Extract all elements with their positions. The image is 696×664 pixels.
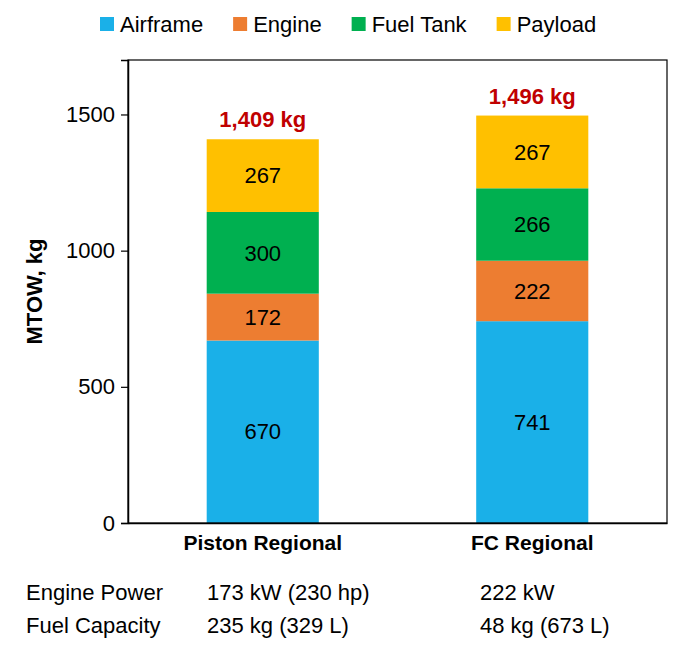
bar-segment [207,139,319,212]
total-label: 1,496 kg [489,84,576,109]
legend: Airframe Engine Fuel Tank Payload [100,12,596,37]
x-axis-line [129,523,668,525]
y-tick: 1000 [66,238,128,263]
y-axis-line [121,61,129,524]
bar-segment [476,321,588,523]
y-tick-mark [121,387,128,388]
y-tick-mark [121,114,128,115]
bar-segment [207,294,319,341]
plot-frame [128,60,667,523]
legend-item: Payload [497,12,597,37]
annotation-value: 48 kg (673 L) [480,613,610,638]
annotation-label: Fuel Capacity [26,613,161,638]
legend-label: Payload [517,12,597,37]
y-axis: 0 500 1000 1500 [66,61,128,536]
data-label: 267 [244,163,281,188]
data-label: 267 [514,140,551,165]
data-labels: 670 741 172 222 300 266 267 267 [244,140,550,445]
annotation-value: 235 kg (329 L) [207,613,349,638]
data-label: 741 [514,410,551,435]
annotation-label: Engine Power [26,580,163,605]
x-tick-label: Piston Regional [183,531,342,554]
y-tick-label: 1500 [66,102,115,127]
data-label: 222 [514,279,551,304]
legend-swatch [497,17,511,31]
bar-segment [476,188,588,260]
legend-item: Airframe [100,12,203,37]
x-tick-label: FC Regional [471,531,594,554]
bar-segment [476,261,588,321]
y-tick: 0 [103,511,128,536]
legend-label: Engine [253,12,322,37]
y-axis-title: MTOW, kg [22,239,47,345]
plot: 670 741 172 222 300 266 267 267 1,409 kg 1,496 kg… [66,60,667,554]
data-label: 172 [244,305,281,330]
y-tick-label: 1000 [66,238,115,263]
bars [207,116,589,523]
x-tick: FC Regional [471,531,594,554]
totals: 1,409 kg 1,496 kg [219,84,575,133]
legend-swatch [233,17,247,31]
legend-item: Fuel Tank [352,12,468,37]
annotations: Engine Power 173 kW (230 hp) 222 kW Fuel Ca… [26,580,610,638]
annotation-value: 222 kW [480,580,555,605]
bar-segment [207,212,319,294]
bar-segment [476,116,588,189]
y-tick: 1500 [66,102,128,127]
y-tick-mark [121,523,128,524]
legend-swatch [100,17,114,31]
data-label: 266 [514,212,551,237]
annotation-value: 173 kW (230 hp) [207,580,370,605]
y-tick-mark [121,251,128,252]
y-tick: 500 [78,374,128,399]
data-label: 670 [244,419,281,444]
legend-label: Airframe [120,12,203,37]
data-label: 300 [244,241,281,266]
total-label: 1,409 kg [219,107,306,132]
y-tick-label: 0 [103,511,115,536]
chart: 670 741 172 222 300 266 267 267 1,409 kg 1,496 kg… [0,0,696,664]
x-tick: Piston Regional [183,531,342,554]
bar-segment [207,341,319,523]
y-tick-label: 500 [78,374,115,399]
legend-label: Fuel Tank [372,12,468,37]
x-axis: Piston Regional FC Regional [129,524,668,554]
legend-item: Engine [233,12,322,37]
legend-swatch [352,17,366,31]
